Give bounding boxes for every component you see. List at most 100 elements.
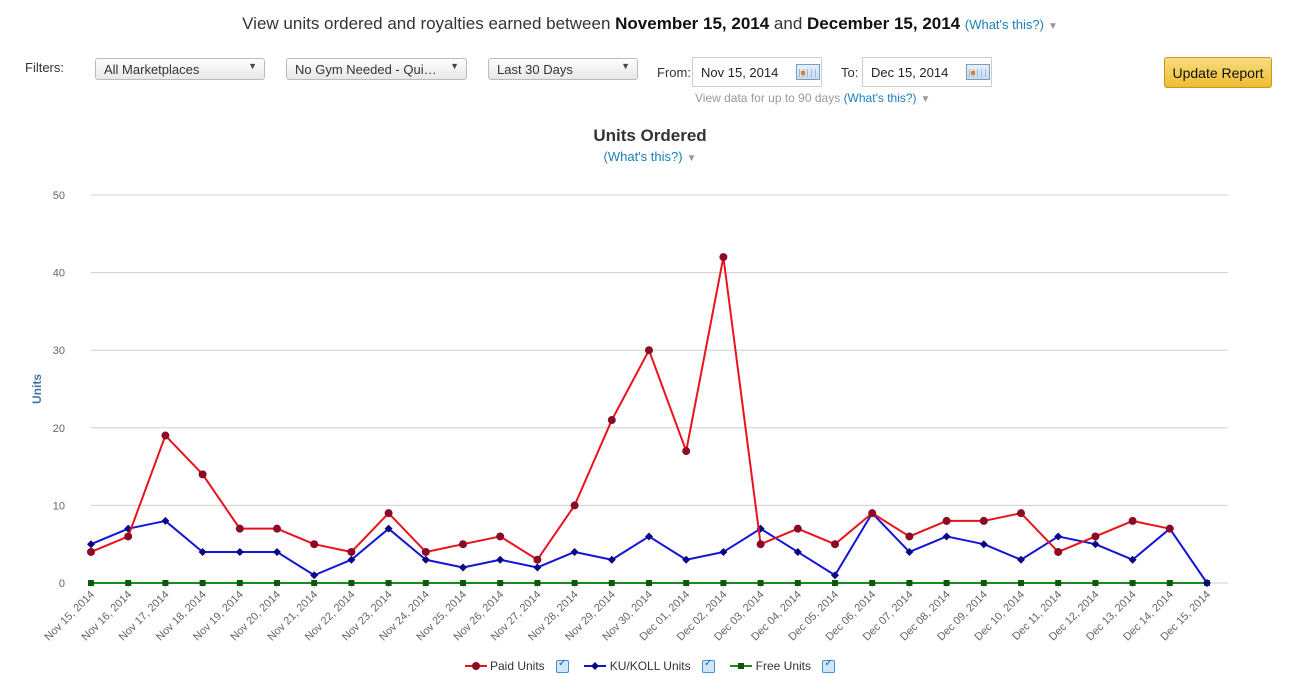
data-point-free bbox=[236, 580, 243, 586]
chevron-down-icon[interactable]: ▼ bbox=[1047, 21, 1058, 32]
data-point-ku bbox=[421, 555, 430, 564]
to-label: To: bbox=[841, 65, 859, 80]
data-point-free bbox=[869, 580, 876, 586]
chevron-down-icon: ▼ bbox=[621, 61, 630, 71]
data-point-free bbox=[385, 580, 392, 586]
ku-legend-marker bbox=[584, 662, 607, 671]
y-tick-label: 20 bbox=[53, 423, 65, 435]
free-series-checkbox[interactable] bbox=[822, 658, 836, 673]
update-report-button[interactable]: Update Report bbox=[1164, 57, 1272, 88]
data-point-paid bbox=[161, 431, 170, 440]
data-point-paid bbox=[198, 470, 207, 479]
data-point-ku bbox=[682, 555, 691, 564]
y-tick-label: 40 bbox=[53, 268, 65, 280]
date-range-hint-text: View data for up to 90 days bbox=[695, 91, 841, 105]
data-point-paid bbox=[310, 540, 319, 549]
data-point-paid bbox=[459, 540, 467, 549]
data-point-ku bbox=[1203, 579, 1211, 587]
data-point-paid bbox=[1165, 524, 1174, 533]
data-point-paid bbox=[831, 540, 839, 549]
data-point-free bbox=[571, 580, 578, 586]
hint-whats-this-link[interactable]: (What's this?) bbox=[843, 91, 917, 105]
legend-item-paid[interactable]: Paid Units bbox=[464, 658, 570, 673]
paid-legend-marker bbox=[464, 662, 487, 671]
chevron-down-icon[interactable]: ▼ bbox=[920, 94, 931, 105]
data-point-free bbox=[943, 580, 950, 586]
data-point-ku bbox=[384, 524, 393, 533]
data-point-free bbox=[1129, 580, 1136, 586]
data-point-free bbox=[1092, 580, 1099, 586]
data-point-paid bbox=[1054, 547, 1063, 556]
data-point-free bbox=[348, 580, 355, 586]
data-point-ku bbox=[273, 547, 281, 556]
to-date-field[interactable]: Dec 15, 2014 bbox=[862, 57, 992, 87]
legend-item-free[interactable]: Free Units bbox=[730, 658, 836, 673]
date-range-select[interactable]: Last 30 Days ▼ bbox=[488, 58, 638, 80]
headline-whats-this-link[interactable]: (What's this?) bbox=[964, 17, 1044, 32]
data-point-free bbox=[1166, 580, 1173, 586]
data-point-ku bbox=[1054, 532, 1063, 541]
data-point-paid bbox=[607, 416, 616, 425]
date-range-hint: View data for up to 90 days (What's this… bbox=[695, 91, 930, 105]
chevron-down-icon[interactable]: ▼ bbox=[686, 153, 697, 164]
series-line-ku bbox=[90, 512, 1208, 584]
legend-item-ku[interactable]: KU/KOLL Units bbox=[584, 658, 715, 673]
data-point-ku bbox=[645, 532, 653, 541]
data-point-free bbox=[646, 580, 652, 586]
headline-end-date: December 15, 2014 bbox=[807, 14, 961, 33]
y-axis-label: Units bbox=[30, 374, 44, 404]
title-select-value: No Gym Needed - Qui… bbox=[295, 62, 437, 77]
data-point-free bbox=[460, 580, 466, 586]
chevron-down-icon: ▼ bbox=[450, 61, 459, 71]
data-point-free bbox=[88, 580, 94, 586]
data-point-ku bbox=[235, 547, 244, 556]
data-point-free bbox=[906, 580, 913, 586]
data-point-ku bbox=[942, 532, 951, 541]
calendar-icon[interactable] bbox=[966, 64, 990, 80]
ku-series-checkbox[interactable] bbox=[701, 658, 715, 673]
data-point-ku bbox=[831, 571, 839, 580]
data-point-paid bbox=[979, 516, 988, 525]
from-date-field[interactable]: Nov 15, 2014 bbox=[692, 57, 822, 87]
series-line-paid bbox=[90, 256, 1171, 561]
headline-joiner: and bbox=[773, 14, 803, 33]
data-point-ku bbox=[87, 540, 95, 549]
data-point-ku bbox=[607, 555, 616, 564]
data-point-free bbox=[311, 580, 318, 586]
data-point-paid bbox=[793, 524, 802, 533]
chart-title: Units Ordered bbox=[593, 126, 707, 145]
chevron-down-icon: ▼ bbox=[248, 61, 257, 71]
data-point-free bbox=[199, 580, 206, 586]
chart-whats-this-link[interactable]: (What's this?) bbox=[603, 149, 683, 164]
data-point-free bbox=[125, 580, 132, 586]
data-point-free bbox=[1055, 580, 1062, 586]
y-tick-label: 50 bbox=[53, 190, 65, 202]
data-point-ku bbox=[1091, 540, 1100, 549]
data-point-paid bbox=[1017, 509, 1025, 518]
data-point-paid bbox=[905, 532, 914, 541]
headline-start-date: November 15, 2014 bbox=[615, 14, 770, 33]
data-point-paid bbox=[347, 547, 356, 556]
paid-series-checkbox[interactable] bbox=[556, 658, 570, 673]
data-point-paid bbox=[273, 524, 281, 533]
headline-prefix: View units ordered and royalties earned … bbox=[242, 14, 611, 33]
y-tick-label: 30 bbox=[53, 345, 65, 357]
calendar-icon[interactable] bbox=[796, 64, 820, 80]
chart-subtitle: (What's this?) ▼ bbox=[0, 148, 1300, 166]
data-point-paid bbox=[235, 524, 244, 533]
marketplace-select[interactable]: All Marketplaces ▼ bbox=[95, 58, 265, 80]
data-point-paid bbox=[124, 532, 133, 541]
free-legend-marker bbox=[730, 663, 753, 670]
data-point-paid bbox=[645, 346, 653, 355]
data-point-paid bbox=[384, 509, 393, 518]
date-range-select-value: Last 30 Days bbox=[497, 62, 573, 77]
data-point-paid bbox=[570, 501, 579, 510]
data-point-paid bbox=[719, 253, 728, 262]
y-tick-label: 0 bbox=[59, 578, 65, 590]
data-point-free bbox=[274, 580, 280, 586]
data-point-free bbox=[683, 580, 690, 586]
title-select[interactable]: No Gym Needed - Qui… ▼ bbox=[286, 58, 467, 80]
data-point-paid bbox=[1091, 532, 1100, 541]
data-point-ku bbox=[347, 555, 356, 564]
data-point-paid bbox=[421, 547, 430, 556]
